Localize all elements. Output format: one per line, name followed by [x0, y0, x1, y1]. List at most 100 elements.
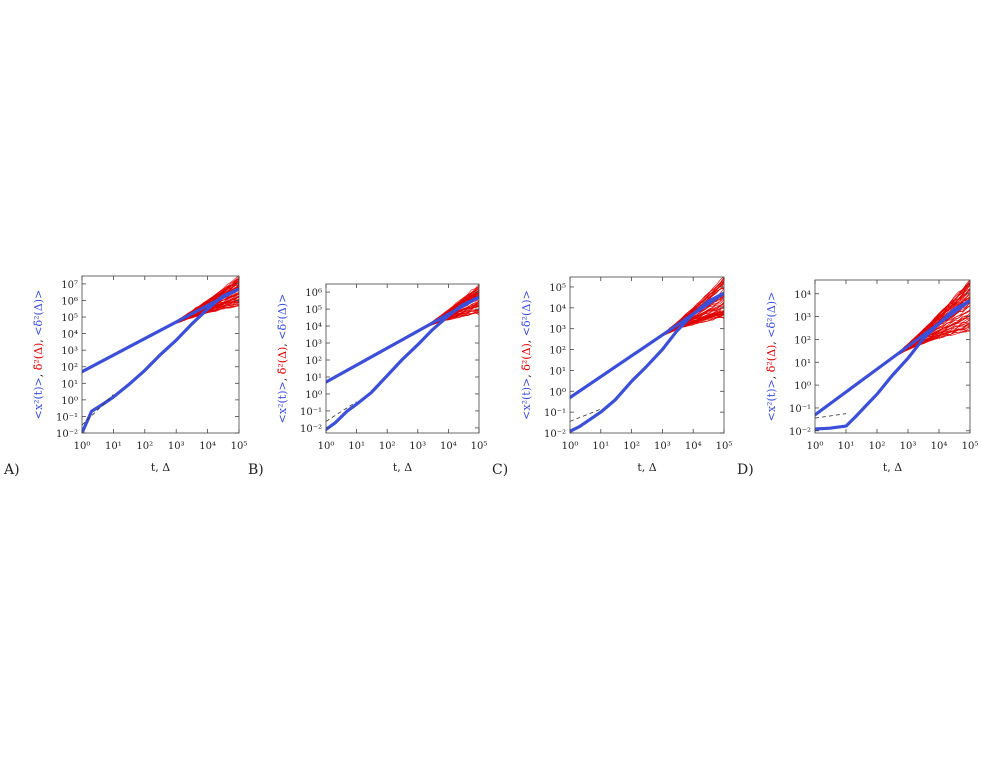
tamsd-trajectory: [815, 283, 970, 416]
theory-dashed-line: [570, 408, 601, 422]
tamsd-trajectory: [815, 330, 970, 416]
axes-frame: [569, 276, 725, 434]
tamsd-trajectory: [815, 322, 970, 416]
tamsd-trajectory: [815, 325, 970, 416]
tamsd-trajectory: [82, 303, 239, 372]
msd-line: [82, 287, 239, 433]
y-axis-label: <x²(t)>, δ̄²(Δ), <δ̄²(Δ)>: [765, 292, 778, 422]
tamsd-trajectory: [326, 311, 479, 383]
y-axis-label-part: <x²(t)>: [32, 377, 45, 419]
tamsd-trajectory: [815, 285, 970, 416]
tamsd-trajectory: [570, 310, 724, 398]
tamsd-trajectory: [570, 311, 724, 398]
panel-label: D): [737, 462, 754, 478]
tamsd-trajectory: [815, 284, 970, 416]
x-tick-label: 10³: [168, 441, 185, 452]
tamsd-trajectory: [326, 310, 479, 383]
y-axis-label-part: ,: [765, 338, 778, 345]
tamsd-trajectory: [570, 312, 724, 398]
x-tick-label: 10³: [654, 441, 671, 452]
tamsd-trajectory: [82, 304, 239, 372]
y-axis-label-part: ,: [520, 336, 533, 343]
y-tick-label: 10⁻¹: [300, 407, 322, 418]
tamsd-trajectory: [570, 310, 724, 398]
panel-label: A): [3, 462, 20, 478]
tamsd-trajectory: [570, 312, 724, 399]
tamsd-trajectory: [570, 312, 724, 399]
panel-4: 10⁰ 10¹ 10² 10³ 10⁴ 10⁵ 10⁻² 10⁻¹ 10⁰ 10¹ 10² 10³ 10…: [737, 279, 978, 478]
panel-label: B): [248, 462, 264, 478]
tamsd-trajectory: [570, 310, 724, 398]
tamsd-trajectory: [326, 312, 479, 383]
y-tick-label: 10⁻²: [789, 427, 811, 438]
y-axis-label-part: δ̄²(Δ): [520, 343, 533, 371]
x-tick-label: 10⁰: [74, 441, 91, 452]
tamsd-trajectory: [815, 329, 970, 416]
tamsd-trajectory: [570, 312, 724, 398]
y-tick-label: 10⁰: [61, 396, 78, 407]
x-tick-label: 10²: [869, 441, 886, 452]
tamsd-trajectory: [570, 311, 724, 398]
tamsd-trajectory: [570, 279, 724, 398]
x-tick-label: 10⁰: [318, 441, 335, 452]
tamsd-trajectory: [326, 309, 479, 383]
y-tick-label: 10³: [61, 346, 78, 357]
tamsd-trajectory: [570, 313, 724, 398]
y-axis-label-part: <δ̄²(Δ)>: [276, 294, 289, 340]
x-tick-label: 10²: [623, 441, 640, 452]
x-tick-label: 10⁴: [931, 441, 948, 452]
axes-frame: [325, 283, 480, 434]
tamsd-trajectory: [570, 311, 724, 398]
y-axis-label-part: <δ̄²(Δ)>: [765, 292, 778, 338]
y-tick-label: 10⁻²: [544, 429, 566, 440]
y-tick-label: 10⁻¹: [56, 412, 78, 423]
tamsd-trajectory: [815, 282, 970, 415]
theory-dashed-line: [815, 413, 847, 419]
y-tick-label: 10⁰: [305, 390, 322, 401]
tamsd-trajectory: [82, 303, 239, 373]
tamsd-trajectory: [570, 311, 724, 398]
x-tick-label: 10³: [409, 441, 426, 452]
y-tick-label: 10⁰: [549, 387, 566, 398]
x-tick-label: 10⁰: [562, 441, 579, 452]
y-axis-label-part: δ̄²(Δ): [32, 343, 45, 371]
plot-area: [326, 284, 479, 432]
tamsd-trajectory: [815, 327, 970, 415]
tamsd-ensemble: [570, 277, 724, 399]
y-tick-label: 10⁻¹: [544, 408, 566, 419]
tamsd-trajectory: [815, 281, 970, 416]
tamsd-trajectory: [570, 277, 724, 398]
x-tick-label: 10¹: [348, 441, 365, 452]
y-tick-label: 10³: [549, 325, 566, 336]
plot-area: [570, 277, 724, 433]
y-tick-label: 10⁶: [61, 296, 78, 307]
y-tick-label: 10⁴: [794, 290, 811, 301]
theory-dashed-line: [82, 394, 114, 426]
y-tick-label: 10³: [794, 313, 811, 324]
msd-line: [326, 295, 479, 432]
tamsd-trajectory: [570, 314, 724, 398]
y-axis-label-part: <x²(t)>: [520, 378, 533, 420]
y-tick-label: 10⁴: [549, 304, 566, 315]
y-axis-label-part: <x²(t)>: [276, 381, 289, 423]
x-tick-label: 10⁵: [716, 441, 733, 452]
y-axis-label-part: <δ̄²(Δ)>: [32, 290, 45, 336]
y-tick-label: 10³: [305, 339, 322, 350]
tamsd-trajectory: [815, 280, 970, 416]
y-tick-label: 10¹: [61, 379, 78, 390]
x-tick-label: 10²: [136, 441, 153, 452]
tamsd-trajectory: [326, 310, 479, 383]
tamsd-trajectory: [815, 285, 970, 416]
tamsd-trajectory: [570, 307, 724, 398]
tamsd-trajectory: [326, 309, 479, 383]
panel-1: 10⁰ 10¹ 10² 10³ 10⁴ 10⁵ 10⁻² 10⁻¹ 10⁰ 10¹ 10² 10³ 10…: [3, 275, 247, 478]
x-tick-label: 10⁵: [471, 441, 488, 452]
tamsd-trajectory: [570, 311, 724, 398]
y-tick-label: 10²: [794, 335, 811, 346]
tamsd-trajectory: [815, 280, 970, 416]
y-axis-label-part: ,: [520, 371, 533, 378]
y-tick-label: 10⁴: [61, 330, 78, 341]
y-axis-label-part: <δ̄²(Δ)>: [520, 290, 533, 336]
tamsd-trajectory: [570, 317, 724, 398]
